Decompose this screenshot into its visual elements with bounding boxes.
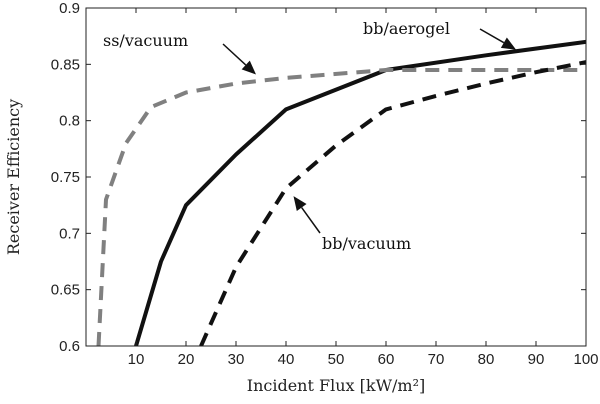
x-tick-label: 40 — [278, 351, 295, 368]
y-tick-label: 0.7 — [59, 225, 80, 242]
annotation-arrowhead-ss-vacuum — [241, 60, 256, 75]
y-tick-label: 0.75 — [51, 169, 80, 186]
series-line-ss-vacuum — [96, 68, 586, 346]
annotation-layer: ss/vacuum bb/aerogel bb/vacuum — [103, 19, 516, 253]
x-tick-label: 60 — [378, 351, 395, 368]
y-tick-label: 0.6 — [59, 338, 80, 355]
x-tick-label: 10 — [128, 351, 145, 368]
annotation-arrow-ss-vacuum — [222, 43, 247, 66]
plot-frame — [85, 7, 587, 347]
annotation-arrow-bb-aerogel — [479, 28, 505, 44]
series-line-bb-vacuum — [199, 60, 586, 346]
x-tick-label: 30 — [228, 351, 245, 368]
annotation-ss-vacuum: ss/vacuum — [103, 31, 188, 50]
y-tick-label: 0.65 — [51, 282, 80, 299]
y-tick-label: 0.8 — [59, 113, 80, 130]
annotation-arrowhead-bb-vacuum — [293, 196, 307, 212]
axes-layer: 10 20 30 40 50 60 70 80 90 100 0.6 0.65 0.7 0.75 0.8 0.… — [51, 0, 599, 368]
annotation-bb-aerogel: bb/aerogel — [363, 19, 450, 38]
x-tick-label: 90 — [528, 351, 545, 368]
x-tick-label: 20 — [178, 351, 195, 368]
x-tick-label: 100 — [573, 351, 598, 368]
annotation-arrow-bb-vacuum — [301, 207, 321, 234]
x-tick-label: 50 — [328, 351, 345, 368]
y-axis-label: Receiver Efficiency — [4, 99, 23, 255]
x-tick-label: 70 — [428, 351, 445, 368]
y-tick-label: 0.9 — [59, 0, 80, 17]
x-tick-label: 80 — [478, 351, 495, 368]
y-tick-label: 0.85 — [51, 56, 80, 73]
x-axis-label: Incident Flux [kW/m²] — [247, 376, 425, 395]
series-line-bb-aerogel — [134, 39, 586, 346]
series-layer — [96, 39, 586, 346]
annotation-bb-vacuum: bb/vacuum — [322, 234, 411, 253]
annotation-arrowhead-bb-aerogel — [500, 37, 516, 50]
